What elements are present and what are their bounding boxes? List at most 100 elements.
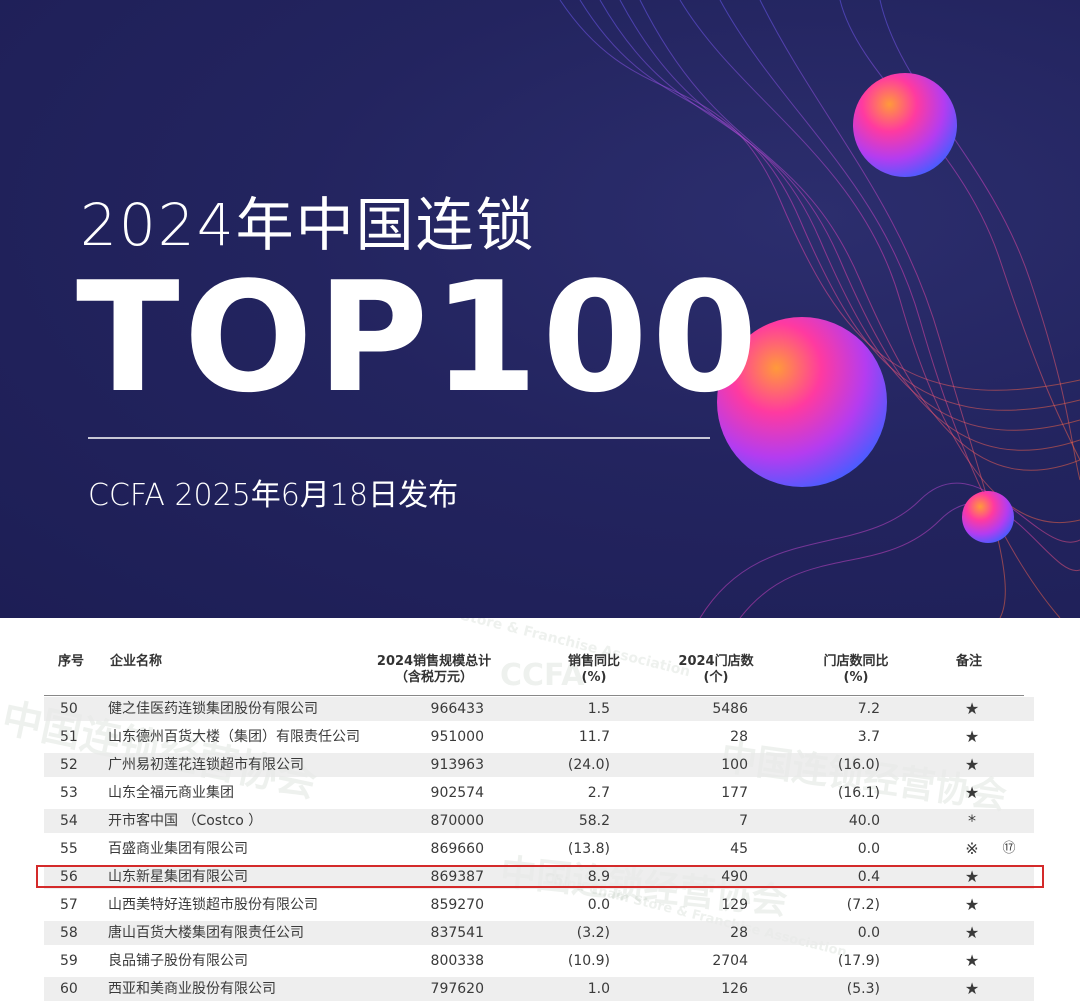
table-row: 59 良品铺子股份有限公司 800338 (10.9) 2704 (17.9) ★	[44, 949, 1034, 973]
company-name-cell: 山西美特好连锁超市股份有限公司	[108, 897, 318, 913]
note-mark-cell	[994, 725, 1024, 749]
sales-yoy-cell: 0.0	[587, 897, 610, 913]
sphere-large	[717, 317, 887, 487]
stores-yoy-cell: 0.0	[857, 841, 880, 857]
rank-cell: 58	[60, 925, 78, 941]
table-header: 序号 企业名称 2024销售规模总计 （含税万元） 销售同比 (%) 2024门…	[0, 618, 1080, 696]
company-name-cell: 良品铺子股份有限公司	[108, 953, 248, 969]
header-sales-yoy: 销售同比 (%)	[567, 654, 620, 685]
sales-yoy-cell: (10.9)	[567, 953, 610, 969]
header-rank: 序号	[58, 654, 85, 669]
note-cell: *	[968, 811, 976, 830]
sales-cell: 859270	[430, 897, 484, 913]
company-name-cell: 山东新星集团有限公司	[108, 869, 248, 885]
sales-cell: 913963	[430, 757, 484, 773]
note-cell: ★	[964, 867, 980, 886]
note-mark-cell	[994, 977, 1024, 1001]
header-stores-yoy: 门店数同比 (%)	[823, 654, 889, 685]
ranking-table: China Chain Store & Franchise Associatio…	[0, 618, 1080, 1002]
note-mark-cell	[994, 893, 1024, 917]
company-name-cell: 广州易初莲花连锁超市有限公司	[108, 757, 304, 773]
company-name-cell: 百盛商业集团有限公司	[108, 841, 248, 857]
stores-cell: 129	[721, 897, 748, 913]
stores-cell: 100	[721, 757, 748, 773]
sales-yoy-cell: 11.7	[578, 729, 610, 745]
stores-cell: 490	[721, 869, 748, 885]
table-row: 53 山东全福元商业集团 902574 2.7 177 (16.1) ★	[44, 781, 1034, 805]
header-divider	[44, 695, 1024, 696]
sales-cell: 797620	[430, 981, 484, 997]
rank-cell: 52	[60, 757, 78, 773]
sphere-tiny	[962, 491, 1014, 543]
highlight-box	[36, 865, 1044, 888]
header-sales: 2024销售规模总计 （含税万元）	[376, 654, 492, 685]
sales-cell: 902574	[430, 785, 484, 801]
table-row: 56 山东新星集团有限公司 869387 8.9 490 0.4 ★	[44, 865, 1034, 889]
note-cell: ★	[964, 699, 980, 718]
company-name-cell: 山东全福元商业集团	[108, 785, 234, 801]
sphere-small-top	[853, 73, 957, 177]
note-mark-cell	[994, 753, 1024, 777]
decorative-background	[559, 0, 1080, 618]
rank-cell: 50	[60, 701, 78, 717]
table-row: 58 唐山百货大楼集团有限责任公司 837541 (3.2) 28 0.0 ★	[44, 921, 1034, 945]
stores-cell: 2704	[712, 953, 748, 969]
banner-title: TOP100	[76, 249, 762, 426]
stores-yoy-cell: 7.2	[857, 701, 880, 717]
company-name-cell: 山东德州百货大楼（集团）有限责任公司	[108, 729, 360, 745]
stores-cell: 7	[739, 813, 748, 829]
note-cell: ★	[964, 895, 980, 914]
table-row: 50 健之佳医药连锁集团股份有限公司 966433 1.5 5486 7.2 ★	[44, 697, 1034, 721]
header-stores: 2024门店数 (个)	[678, 654, 754, 685]
stores-cell: 5486	[712, 701, 748, 717]
publish-date-line: CCFA 2025年6月18日发布	[88, 478, 459, 513]
stores-yoy-cell: 0.4	[857, 869, 880, 885]
note-cell: ★	[964, 727, 980, 746]
note-cell: ★	[964, 755, 980, 774]
stores-cell: 177	[721, 785, 748, 801]
rank-cell: 59	[60, 953, 78, 969]
rank-cell: 51	[60, 729, 78, 745]
hero-banner: 2024年中国连锁 TOP100 CCFA 2025年6月18日发布	[0, 0, 1080, 618]
note-cell: ★	[964, 783, 980, 802]
sales-cell: 837541	[430, 925, 484, 941]
table-row: 55 百盛商业集团有限公司 869660 (13.8) 45 0.0 ※ ⑰	[44, 837, 1034, 861]
sales-cell: 870000	[430, 813, 484, 829]
stores-cell: 28	[730, 925, 748, 941]
note-mark-cell	[994, 921, 1024, 945]
stores-yoy-cell: 3.7	[857, 729, 880, 745]
note-mark-cell: ⑰	[1002, 841, 1016, 856]
note-mark-cell	[994, 781, 1024, 805]
stores-cell: 28	[730, 729, 748, 745]
sales-yoy-cell: (24.0)	[567, 757, 610, 773]
sales-cell: 869660	[430, 841, 484, 857]
table-row: 51 山东德州百货大楼（集团）有限责任公司 951000 11.7 28 3.7 ★	[44, 725, 1034, 749]
rank-cell: 55	[60, 841, 78, 857]
rank-cell: 56	[60, 869, 78, 885]
rank-cell: 53	[60, 785, 78, 801]
rank-cell: 54	[60, 813, 78, 829]
stores-yoy-cell: 0.0	[857, 925, 880, 941]
note-cell: ★	[964, 923, 980, 942]
rank-cell: 57	[60, 897, 78, 913]
sales-cell: 800338	[430, 953, 484, 969]
note-mark-cell	[994, 949, 1024, 973]
flowing-lines	[559, 0, 1080, 618]
stores-yoy-cell: (16.0)	[837, 757, 880, 773]
sales-yoy-cell: 1.5	[587, 701, 610, 717]
header-note: 备注	[956, 654, 983, 669]
note-mark-cell	[994, 809, 1024, 833]
table-row: 57 山西美特好连锁超市股份有限公司 859270 0.0 129 (7.2) ★	[44, 893, 1034, 917]
stores-cell: 45	[730, 841, 748, 857]
stores-yoy-cell: 40.0	[848, 813, 880, 829]
stores-yoy-cell: (5.3)	[846, 981, 880, 997]
banner-subtitle: 2024年中国连锁	[80, 191, 536, 259]
sales-cell: 951000	[430, 729, 484, 745]
stores-yoy-cell: (17.9)	[837, 953, 880, 969]
sales-yoy-cell: 8.9	[587, 869, 610, 885]
stores-cell: 126	[721, 981, 748, 997]
sales-yoy-cell: 1.0	[587, 981, 610, 997]
table-row: 60 西亚和美商业股份有限公司 797620 1.0 126 (5.3) ★	[44, 977, 1034, 1001]
sales-yoy-cell: 58.2	[578, 813, 610, 829]
note-cell: ※	[965, 839, 979, 858]
